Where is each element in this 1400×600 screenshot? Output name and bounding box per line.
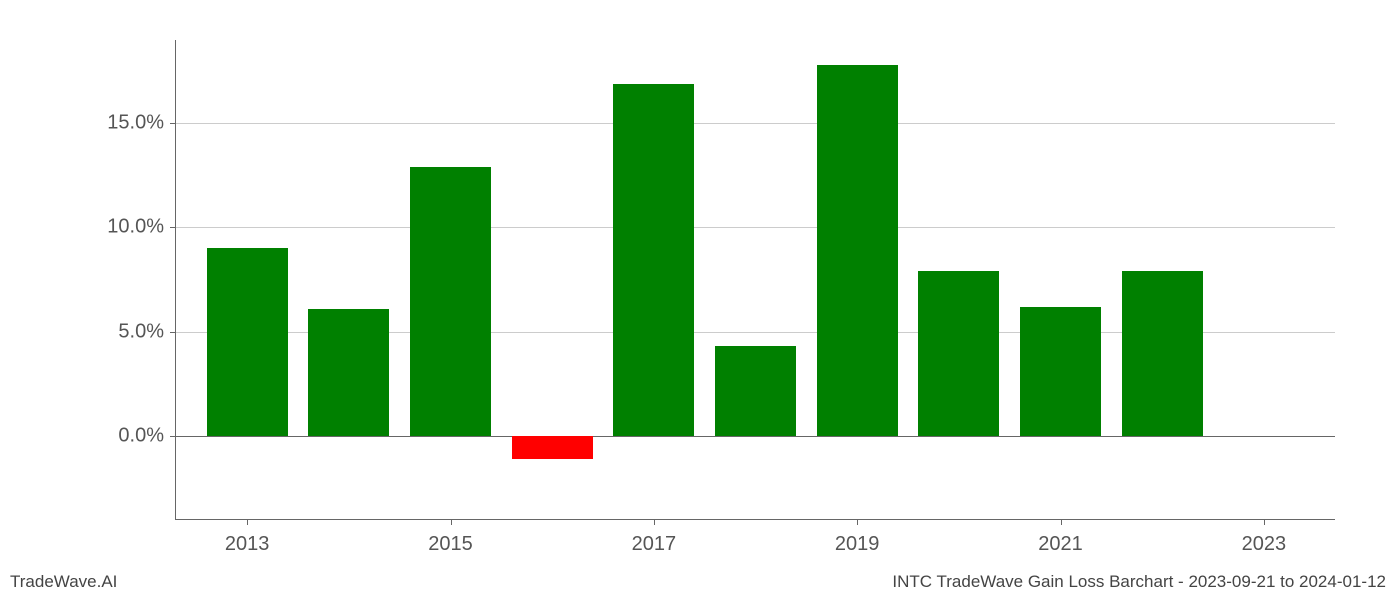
bar bbox=[1020, 307, 1101, 436]
gridline bbox=[176, 123, 1335, 124]
footer-right-text: INTC TradeWave Gain Loss Barchart - 2023… bbox=[892, 572, 1386, 592]
bar bbox=[817, 65, 898, 436]
x-tick-label: 2023 bbox=[1242, 519, 1287, 556]
bar bbox=[613, 84, 694, 436]
y-tick-label: 10.0% bbox=[107, 216, 176, 239]
footer-left-text: TradeWave.AI bbox=[10, 572, 117, 592]
y-tick-label: 0.0% bbox=[118, 424, 176, 447]
bar bbox=[410, 167, 491, 436]
chart-container: 0.0%5.0%10.0%15.0%2013201520172019202120… bbox=[175, 40, 1335, 520]
bar bbox=[512, 436, 593, 459]
x-tick-label: 2017 bbox=[632, 519, 677, 556]
bar bbox=[918, 271, 999, 436]
y-tick-label: 5.0% bbox=[118, 320, 176, 343]
y-tick-label: 15.0% bbox=[107, 112, 176, 135]
x-tick-label: 2019 bbox=[835, 519, 880, 556]
bar bbox=[715, 346, 796, 436]
x-tick-label: 2015 bbox=[428, 519, 473, 556]
plot-area: 0.0%5.0%10.0%15.0%2013201520172019202120… bbox=[175, 40, 1335, 520]
x-tick-label: 2021 bbox=[1038, 519, 1083, 556]
gridline bbox=[176, 436, 1335, 438]
x-tick-label: 2013 bbox=[225, 519, 270, 556]
gridline bbox=[176, 227, 1335, 228]
bar bbox=[308, 309, 389, 436]
bar bbox=[207, 248, 288, 435]
bar bbox=[1122, 271, 1203, 436]
